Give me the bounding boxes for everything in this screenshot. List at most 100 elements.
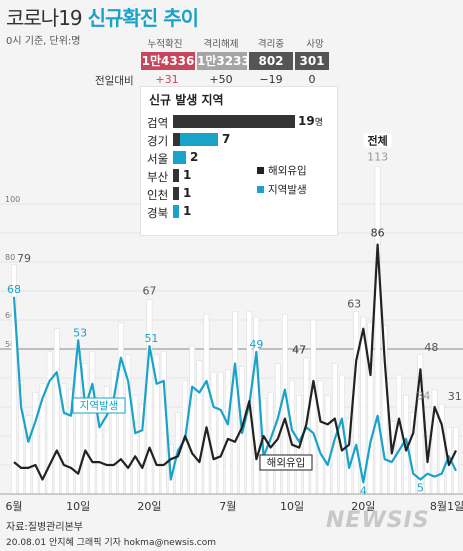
stat-header-isolated: 격리중	[257, 39, 285, 50]
inset-bar-value: 7	[222, 132, 231, 146]
y-tick-label: 50	[5, 340, 15, 349]
data-label: 79	[17, 252, 31, 265]
title-part2: 신규확진 추이	[87, 6, 199, 30]
x-tick-label: 7월	[219, 500, 236, 513]
data-label: 113	[367, 150, 388, 163]
total-bar	[89, 351, 96, 495]
inset-bar-value: 1	[183, 204, 192, 218]
total-bar	[232, 311, 238, 495]
total-bar	[396, 374, 402, 495]
stat-header-deaths: 사망	[306, 39, 324, 50]
data-label: 53	[73, 326, 87, 339]
total-tag-bg	[363, 133, 392, 148]
inset-bar-value: 2	[190, 150, 199, 164]
total-bar	[374, 166, 381, 495]
stat-value-deaths: 301	[295, 52, 329, 70]
inset-unit: 명	[314, 118, 323, 128]
data-label: 4	[360, 484, 367, 497]
data-label: 86	[371, 227, 385, 240]
y-tick-label: 60	[5, 311, 15, 320]
total-bar	[132, 395, 139, 495]
legend-swatch-overseas	[257, 167, 264, 174]
inset-bar-local	[173, 151, 186, 164]
x-tick-label: 20일	[351, 499, 375, 513]
data-label: 31	[448, 390, 462, 403]
total-bar	[317, 380, 324, 495]
stat-value-released: 1만3233	[197, 52, 250, 70]
inset-bar-overseas	[173, 115, 295, 128]
stat-delta-isolated: −19	[259, 73, 283, 86]
total-bar	[324, 395, 331, 495]
local-series-label-box	[72, 397, 126, 414]
y-tick-label: 80	[5, 253, 15, 262]
data-label: 63	[347, 297, 361, 310]
subtitle: 0시 기준, 단위:명	[6, 36, 81, 47]
newsis-logo: NEWSIS	[326, 508, 430, 533]
total-bar	[274, 363, 281, 495]
legend-label-overseas: 해외유입	[268, 165, 307, 177]
inset-region-label: 경기	[147, 134, 169, 148]
inset-bar-value: 1	[183, 186, 192, 200]
total-bar	[203, 313, 210, 495]
local-series-label: 지역발생	[80, 400, 119, 412]
stat-header-cumulative: 누적확진	[147, 39, 183, 50]
inset-value-number: 19	[298, 114, 315, 128]
inset-bar-value: 1	[183, 168, 192, 182]
source-note: 자료:질병관리본부	[6, 522, 83, 533]
inset-bar-overseas	[173, 169, 179, 182]
credit-line: 20.08.01 안지혜 그래픽 기자 hokma@newsis.com	[6, 538, 217, 548]
data-label: 51	[144, 332, 158, 345]
data-label: 67	[142, 285, 156, 298]
overseas-series-label: 해외유입	[267, 456, 306, 469]
stat-delta-cumulative: +31	[155, 73, 179, 86]
total-bar	[53, 328, 60, 495]
title-part1: 코로나19	[6, 6, 83, 30]
y-tick-label: 100	[5, 195, 20, 204]
overseas-series-line	[13, 243, 457, 481]
data-label: 34	[416, 389, 430, 402]
data-label: 68	[7, 283, 21, 296]
x-tick-label: 10일	[280, 499, 304, 513]
data-label: 47	[292, 344, 306, 357]
x-tick-label: 6월	[5, 500, 22, 513]
inset-region-label: 경북	[147, 206, 169, 220]
total-bar	[189, 345, 196, 495]
x-tick-label: 20일	[137, 499, 161, 513]
total-bar	[210, 371, 217, 495]
total-bar	[353, 311, 360, 495]
inset-bar-overseas	[173, 187, 179, 200]
total-bar	[217, 371, 224, 495]
region-inset-panel: 신규 발생 지역 검역 19명 경기 7 서울 2 부산 1 인천 1 경북 1…	[140, 86, 338, 236]
total-bar	[196, 360, 203, 495]
data-label: 48	[424, 341, 438, 354]
legend-label-local: 지역발생	[268, 184, 307, 196]
x-tick-label: 8월1일	[430, 499, 463, 513]
inset-region-label: 서울	[147, 152, 169, 166]
inset-region-label: 인천	[147, 188, 169, 202]
stat-value-cumulative: 1만4336	[141, 52, 195, 70]
stat-delta-deaths: 0	[308, 73, 316, 86]
inset-bar-value: 19명	[298, 114, 323, 128]
legend-swatch-local	[257, 186, 264, 193]
page-title: 코로나19 신규확진 추이	[6, 2, 199, 31]
inset-bar-local	[180, 133, 218, 146]
total-bar	[225, 369, 231, 495]
inset-bar-local	[173, 205, 179, 218]
total-bar	[146, 299, 153, 495]
total-bar	[431, 389, 438, 495]
total-tag: 전체	[367, 133, 387, 147]
total-bar	[160, 351, 167, 495]
stat-delta-row-label: 전일대비	[95, 75, 134, 87]
stat-delta-released: +50	[209, 73, 233, 86]
data-label: 5	[417, 482, 424, 495]
inset-bar-overseas	[173, 133, 180, 146]
inset-region-label: 검역	[147, 116, 169, 130]
inset-region-label: 부산	[147, 170, 169, 184]
inset-title: 신규 발생 지역	[149, 93, 224, 107]
stat-value-isolated: 802	[249, 52, 293, 70]
total-bar	[453, 427, 459, 495]
data-label: 49	[249, 338, 263, 351]
total-bar	[46, 351, 53, 495]
overseas-series-label-box	[259, 454, 313, 471]
